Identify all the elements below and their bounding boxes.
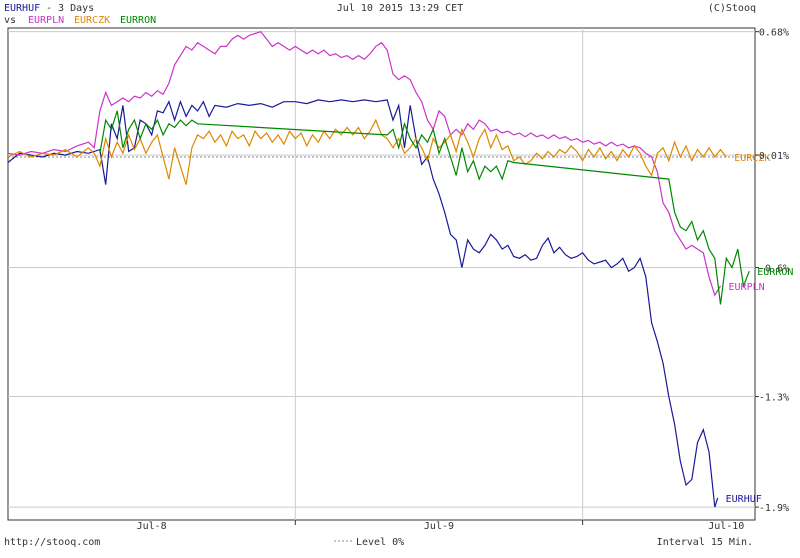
legend-eurron: EURRON — [120, 15, 156, 26]
grid-lines — [8, 28, 755, 520]
legend-eurczk: EURCZK — [74, 15, 110, 26]
footer-interval: Interval 15 Min. — [657, 537, 753, 548]
series-line-eurhuf — [7, 99, 719, 508]
y-tick-label: 0.68% — [759, 28, 789, 39]
y-tick-label: -1.3% — [759, 393, 789, 404]
x-tick-label: Jul-9 — [424, 521, 454, 532]
end-label-eurczk: EURCZK — [734, 153, 770, 164]
x-tick-label: Jul-8 — [137, 521, 167, 532]
footer-url: http://stooq.com — [4, 537, 100, 548]
series-line-eurpln — [7, 31, 722, 297]
series-line-eurczk — [7, 118, 727, 185]
series-line-eurron — [99, 110, 750, 305]
header-timestamp: Jul 10 2015 13:29 CET — [337, 3, 463, 14]
x-tick-label: Jul-10 — [708, 521, 744, 532]
series-group — [7, 31, 750, 508]
end-label-eurron: EURRON — [757, 267, 793, 278]
footer-level-label: Level 0% — [356, 537, 404, 548]
y-tick-label: -0.6% — [759, 264, 789, 275]
end-labels: EURHUF EURPLN EURCZK EURRON — [726, 153, 794, 505]
end-label-eurpln: EURPLN — [729, 282, 765, 293]
x-axis: Jul-8 Jul-9 Jul-10 — [137, 520, 744, 532]
end-label-eurhuf: EURHUF — [726, 494, 762, 505]
plot-frame — [7, 27, 756, 521]
header-period: - 3 Days — [46, 3, 94, 14]
header-vs-label: vs — [4, 15, 16, 26]
header-copyright: (C)Stooq — [708, 3, 756, 14]
y-axis: 0.68% 0.01% -0.6% -1.3% -1.9% — [755, 28, 789, 514]
legend-eurpln: EURPLN — [28, 15, 64, 26]
header-main-symbol: EURHUF — [4, 3, 40, 14]
y-tick-label: -1.9% — [759, 503, 789, 514]
y-tick-label: 0.01% — [759, 151, 789, 162]
